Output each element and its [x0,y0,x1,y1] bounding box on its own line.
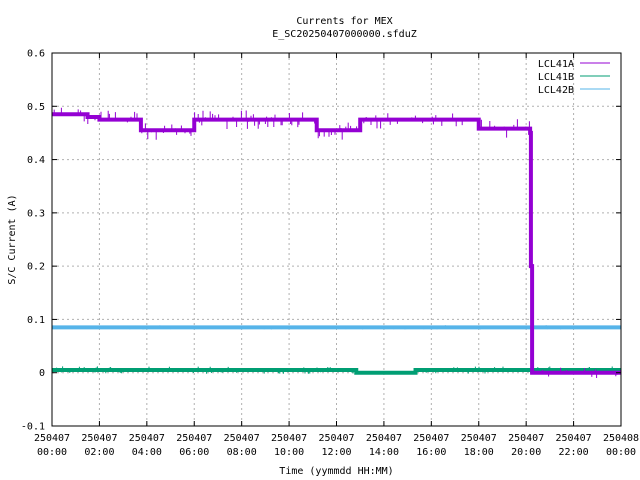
y-tick-label: 0.4 [27,155,45,166]
x-tick-time: 18:00 [464,447,494,458]
x-tick-date: 250407 [461,433,497,444]
x-tick-date: 250407 [224,433,260,444]
y-tick-label: 0.6 [27,49,45,60]
series-jitter [52,325,622,330]
x-tick-time: 22:00 [559,447,589,458]
x-tick-date: 250407 [129,433,165,444]
series-lcl41b [52,366,621,375]
tick-layer: -0.1 0 0.1 0.2 0.3 0.4 0.5 0.6 250407 00:00 250407… [21,49,639,459]
x-tick-time: 04:00 [132,447,162,458]
y-tick-label: 0.1 [27,315,45,326]
gridlines [52,53,621,426]
x-tick-time: 14:00 [369,447,399,458]
x-tick-date: 250407 [556,433,592,444]
legend-label-lcl41b: LCL41B [538,72,574,83]
x-tick-date: 250407 [176,433,212,444]
x-tick-time: 06:00 [179,447,209,458]
x-tick-time: 16:00 [416,447,446,458]
x-tick-date: 250407 [413,433,449,444]
x-tick-date: 250407 [271,433,307,444]
series-lcl41a [52,107,622,378]
legend-label-lcl41a: LCL41A [538,59,574,70]
x-tick-date: 250408 [603,433,639,444]
legend-label-lcl42b: LCL42B [538,85,574,96]
x-tick-time: 00:00 [37,447,67,458]
series-jitter [52,366,614,374]
x-axis-label: Time (yymmdd HH:MM) [279,466,393,477]
series-jitter [53,107,622,378]
x-tick-date: 250407 [366,433,402,444]
chart-subtitle: E_SC20250407000000.sfduZ [272,29,417,40]
series-lcl42b [52,325,622,330]
x-tick-time: 02:00 [84,447,114,458]
y-tick-label: 0.3 [27,208,45,219]
legend: LCL41A LCL41B LCL42B [538,59,610,96]
x-tick-date: 250407 [318,433,354,444]
x-tick-time: 10:00 [274,447,304,458]
x-tick-date: 250407 [34,433,70,444]
x-tick-time: 12:00 [321,447,351,458]
x-tick-date: 250407 [508,433,544,444]
y-tick-label: 0 [39,368,45,379]
y-tick-label: -0.1 [21,422,45,433]
x-tick-date: 250407 [81,433,117,444]
series-layer [52,107,622,378]
x-tick-time: 08:00 [227,447,257,458]
chart-title: Currents for MEX [296,16,392,27]
x-tick-time: 00:00 [606,447,636,458]
y-tick-label: 0.2 [27,262,45,273]
y-axis-label: S/C Current (A) [7,194,18,284]
series-line [52,112,621,375]
y-tick-label: 0.5 [27,102,45,113]
x-tick-time: 20:00 [511,447,541,458]
